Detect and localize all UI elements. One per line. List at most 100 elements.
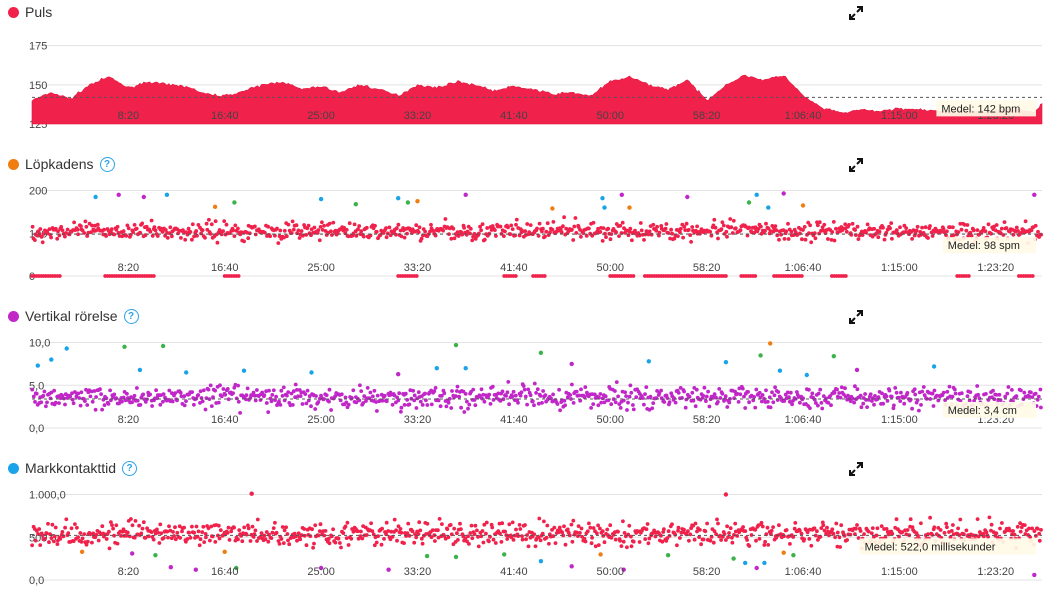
data-point bbox=[96, 538, 101, 543]
data-point bbox=[253, 398, 258, 403]
data-point bbox=[507, 402, 511, 407]
data-point bbox=[792, 526, 797, 531]
data-point bbox=[705, 521, 709, 526]
outlier-point bbox=[743, 560, 748, 566]
expand-icon[interactable] bbox=[849, 462, 863, 476]
data-point bbox=[949, 529, 954, 533]
data-point bbox=[331, 527, 335, 532]
data-point bbox=[442, 534, 447, 538]
data-point bbox=[124, 533, 129, 538]
data-point bbox=[253, 393, 257, 398]
expand-icon[interactable] bbox=[849, 158, 863, 172]
data-point bbox=[386, 529, 391, 533]
data-point bbox=[889, 221, 894, 225]
outlier-point bbox=[758, 353, 763, 358]
data-point bbox=[471, 234, 475, 239]
outlier-point bbox=[453, 342, 459, 348]
data-point bbox=[264, 389, 268, 394]
data-point bbox=[1033, 391, 1038, 396]
data-point bbox=[82, 532, 87, 536]
data-point bbox=[725, 524, 729, 529]
help-icon[interactable]: ? bbox=[122, 460, 138, 476]
data-point bbox=[627, 229, 632, 234]
data-point bbox=[922, 393, 927, 398]
data-point bbox=[747, 544, 752, 548]
data-point bbox=[468, 226, 473, 231]
data-point bbox=[278, 403, 283, 407]
data-point bbox=[624, 394, 628, 398]
data-point bbox=[333, 540, 338, 545]
expand-icon[interactable] bbox=[849, 310, 863, 324]
data-point bbox=[971, 228, 976, 233]
data-point bbox=[532, 532, 537, 537]
data-point bbox=[449, 406, 454, 410]
data-point bbox=[244, 393, 249, 398]
data-point bbox=[503, 229, 507, 234]
data-point bbox=[736, 400, 741, 404]
data-point bbox=[655, 224, 659, 229]
expand-icon[interactable] bbox=[849, 6, 863, 20]
data-point bbox=[969, 233, 974, 238]
data-point bbox=[196, 393, 201, 397]
data-point bbox=[822, 222, 827, 227]
data-point bbox=[984, 392, 988, 396]
data-point bbox=[188, 535, 193, 540]
help-icon[interactable]: ? bbox=[123, 308, 139, 324]
data-point bbox=[178, 536, 183, 540]
data-point bbox=[236, 274, 241, 278]
data-point bbox=[872, 402, 876, 407]
data-point bbox=[596, 226, 600, 231]
data-point bbox=[540, 401, 544, 405]
data-point bbox=[666, 529, 671, 534]
data-point bbox=[225, 387, 230, 391]
data-point bbox=[203, 532, 208, 536]
data-point bbox=[286, 538, 290, 543]
data-point bbox=[141, 520, 146, 525]
data-point bbox=[782, 237, 787, 241]
data-point bbox=[494, 234, 498, 238]
data-point bbox=[114, 523, 119, 528]
data-point bbox=[187, 530, 192, 535]
data-point bbox=[564, 226, 569, 231]
outlier-point bbox=[49, 357, 54, 362]
data-point bbox=[540, 531, 545, 536]
data-point bbox=[571, 401, 576, 405]
data-point bbox=[95, 222, 100, 227]
data-point bbox=[112, 392, 117, 397]
data-point bbox=[270, 530, 275, 535]
data-point bbox=[850, 396, 855, 401]
data-point bbox=[950, 394, 955, 399]
data-point bbox=[173, 391, 178, 395]
data-point bbox=[589, 406, 593, 410]
data-point bbox=[759, 520, 764, 525]
help-icon[interactable]: ? bbox=[99, 156, 115, 172]
data-point bbox=[412, 393, 417, 398]
data-point bbox=[576, 534, 580, 538]
data-point bbox=[38, 227, 43, 231]
data-point bbox=[221, 229, 226, 233]
data-point bbox=[799, 531, 804, 536]
data-point bbox=[215, 240, 220, 245]
data-point bbox=[115, 224, 120, 229]
data-point bbox=[419, 236, 424, 241]
data-point bbox=[808, 223, 812, 228]
data-point bbox=[275, 226, 279, 231]
y-tick-label: 0,0 bbox=[29, 423, 44, 435]
data-point bbox=[47, 227, 52, 231]
data-point bbox=[298, 394, 303, 398]
data-point bbox=[179, 394, 184, 399]
data-point bbox=[317, 529, 322, 533]
data-point bbox=[500, 521, 505, 526]
data-layer bbox=[30, 191, 1043, 278]
data-point bbox=[785, 390, 790, 395]
data-point bbox=[268, 234, 272, 239]
data-point bbox=[1033, 223, 1038, 228]
outlier-point bbox=[754, 192, 759, 197]
data-point bbox=[60, 228, 65, 233]
data-point bbox=[542, 519, 546, 524]
data-point bbox=[57, 401, 61, 405]
data-point bbox=[44, 531, 49, 536]
data-point bbox=[30, 224, 35, 229]
data-point bbox=[526, 544, 531, 549]
data-point bbox=[647, 536, 652, 541]
